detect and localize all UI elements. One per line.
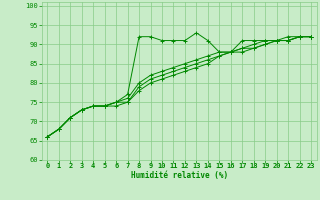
X-axis label: Humidité relative (%): Humidité relative (%) xyxy=(131,171,228,180)
